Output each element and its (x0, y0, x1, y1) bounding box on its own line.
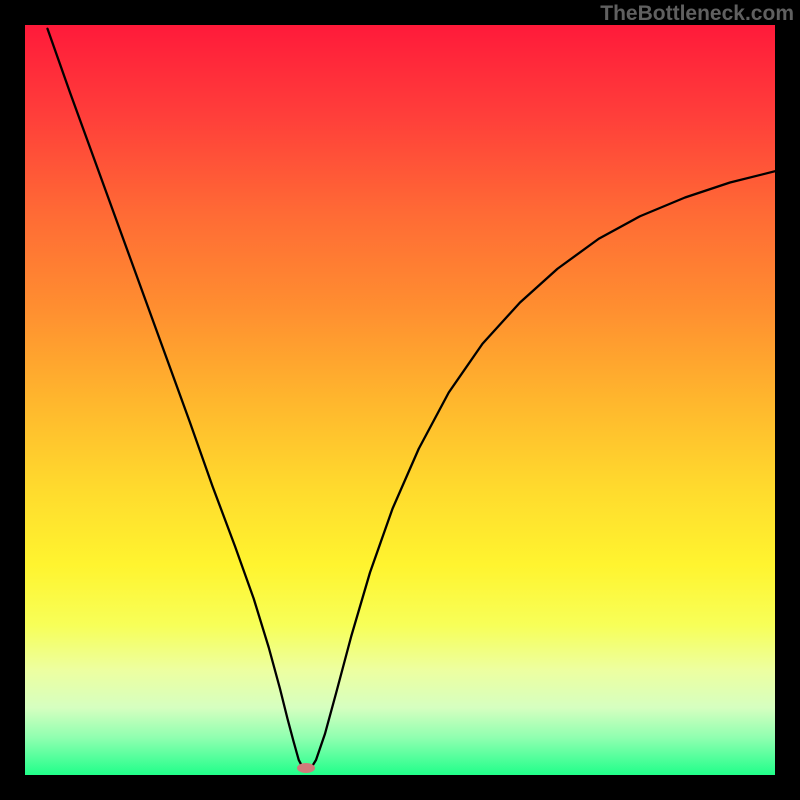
chart-canvas: TheBottleneck.com (0, 0, 800, 800)
source-watermark: TheBottleneck.com (600, 2, 794, 26)
bottleneck-curve (25, 25, 775, 775)
plot-area (25, 25, 775, 775)
optimum-marker (297, 763, 315, 773)
